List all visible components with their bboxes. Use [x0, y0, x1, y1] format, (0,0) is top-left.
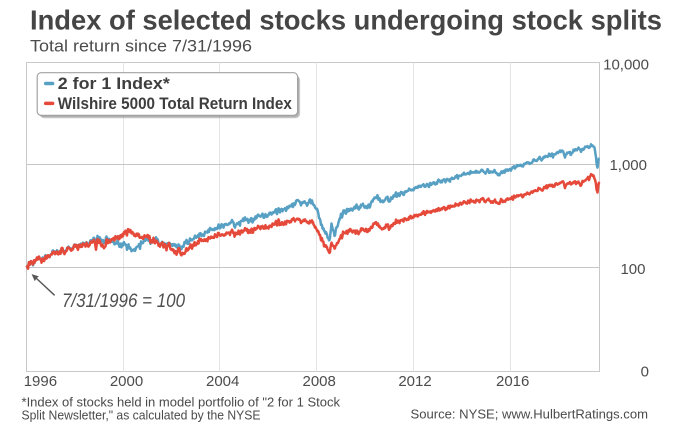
svg-text:7/31/1996 = 100: 7/31/1996 = 100: [62, 290, 185, 312]
svg-text:2 for 1 Index*: 2 for 1 Index*: [58, 75, 171, 93]
svg-text:100: 100: [620, 261, 645, 278]
svg-text:Wilshire 5000 Total Return Ind: Wilshire 5000 Total Return Index: [58, 95, 293, 113]
svg-text:Index of selected stocks under: Index of selected stocks undergoing stoc…: [30, 5, 662, 36]
svg-text:2004: 2004: [206, 373, 239, 390]
svg-text:10,000: 10,000: [603, 57, 649, 74]
svg-text:1,000: 1,000: [609, 157, 647, 174]
svg-text:Split Newsletter," as calculat: Split Newsletter," as calculated by the …: [22, 409, 261, 423]
svg-text:*Index of stocks held in model: *Index of stocks held in model portfolio…: [22, 396, 341, 410]
svg-text:Total return since 7/31/1996: Total return since 7/31/1996: [30, 38, 252, 56]
svg-text:2016: 2016: [496, 373, 529, 390]
svg-text:2000: 2000: [110, 373, 143, 390]
svg-text:Source: NYSE; www.HulbertRatin: Source: NYSE; www.HulbertRatings.com: [411, 407, 649, 422]
svg-text:0: 0: [641, 364, 649, 381]
svg-text:2012: 2012: [398, 373, 431, 390]
svg-text:1996: 1996: [24, 373, 57, 390]
svg-text:2008: 2008: [303, 373, 336, 390]
